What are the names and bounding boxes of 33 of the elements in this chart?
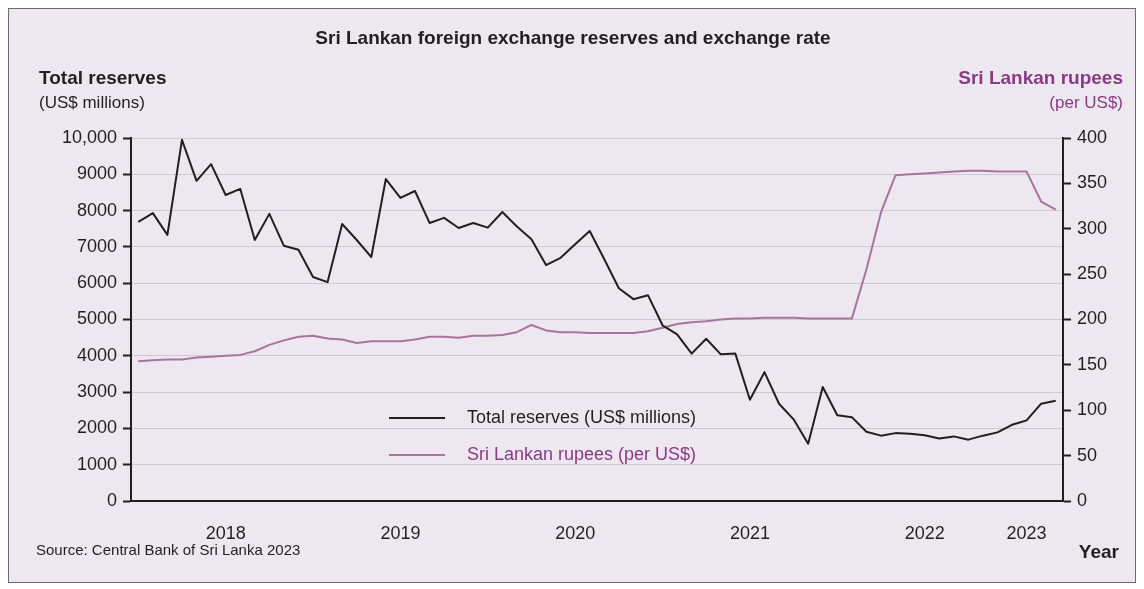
x-tick-label: 2021	[729, 522, 770, 543]
y-tick-label: 2000	[76, 417, 117, 438]
chart-title: Sri Lankan foreign exchange reserves and exchange rate	[314, 27, 832, 49]
y2-tick-label: 100	[1077, 399, 1108, 420]
y2-tick-label: 400	[1077, 126, 1108, 147]
x-tick-label: 2020	[555, 522, 596, 543]
y2-tick-label: 50	[1077, 444, 1098, 465]
y-tick-label: 0	[106, 489, 117, 510]
legend-label: Total reserves (US$ millions)	[467, 407, 697, 428]
x-tick-label: 2022	[904, 522, 945, 543]
legend-label: Sri Lankan rupees (per US$)	[467, 444, 697, 465]
y-tick-label: 3000	[76, 381, 117, 402]
y-tick-label: 7000	[76, 235, 117, 256]
y2-tick-label: 200	[1077, 308, 1108, 329]
y-tick-label: 8000	[76, 199, 117, 220]
y2-axis-title: Sri Lankan rupees (per US$)	[958, 66, 1123, 114]
y-axis-title: Total reserves (US$ millions)	[39, 66, 167, 114]
source-note: Source: Central Bank of Sri Lanka 2023	[36, 541, 301, 558]
y2-tick-label: 0	[1077, 489, 1088, 510]
y-tick-label: 4000	[76, 344, 117, 365]
y-tick-label: 5000	[76, 308, 117, 329]
y2-tick-label: 350	[1077, 172, 1108, 193]
y-tick-label: 9000	[76, 163, 117, 184]
y2-tick-label: 250	[1077, 263, 1108, 284]
x-tick-label: 2023	[1006, 522, 1047, 543]
x-tick-label: 2018	[205, 522, 246, 543]
x-tick-label: 2019	[380, 522, 421, 543]
y-tick-label: 6000	[76, 272, 117, 293]
y-tick-label: 10,000	[61, 126, 117, 147]
y-tick-label: 1000	[76, 453, 117, 474]
y2-tick-label: 150	[1077, 353, 1108, 374]
y2-tick-label: 300	[1077, 217, 1108, 238]
x-axis-title: Year	[1078, 541, 1119, 563]
